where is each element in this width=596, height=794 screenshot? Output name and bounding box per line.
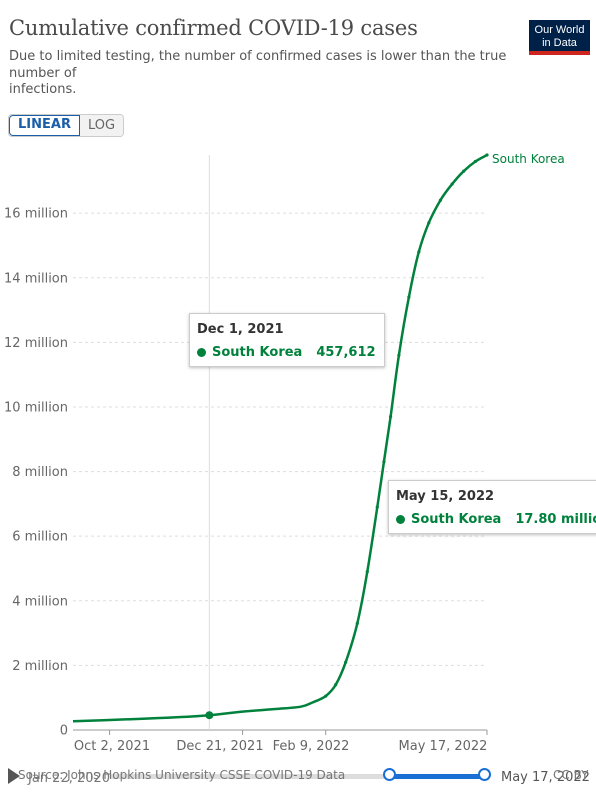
hover-point (205, 711, 214, 720)
data-point (382, 460, 386, 464)
data-point (473, 159, 477, 164)
data-point (344, 660, 348, 664)
tooltip-value: 17.80 million (515, 512, 596, 527)
series-dot-icon (197, 348, 206, 357)
y-tick-label: 6 million (12, 530, 68, 545)
timeline-track[interactable] (110, 774, 486, 779)
series-end-label: South Korea (492, 152, 565, 166)
source-note[interactable]: Source: Johns Hopkins University CSSE CO… (18, 768, 346, 782)
scale-toggle: LINEAR LOG (8, 114, 125, 137)
data-point (427, 221, 431, 225)
logo-line-2: in Data (542, 37, 577, 49)
y-tick-label: 2 million (12, 659, 68, 674)
line-chart[interactable]: 0 2 million 4 million 6 million 8 million 10 … (0, 140, 596, 760)
timeline-end-handle[interactable] (478, 768, 491, 781)
chart-subtitle: Due to limited testing, the number of co… (9, 49, 507, 97)
y-tick-label: 12 million (4, 336, 68, 351)
timeline-start-date: Jan 22, 2020 (28, 771, 111, 786)
license-link[interactable]: CC BY (553, 768, 589, 782)
data-point (365, 570, 369, 574)
series-dot-icon (396, 515, 405, 524)
x-tick-label: May 17, 2022 (399, 739, 488, 754)
timeline-start-handle[interactable] (383, 768, 396, 781)
data-point (417, 250, 421, 254)
data-point (355, 621, 359, 625)
tooltip-value: 457,612 (316, 345, 376, 360)
data-point (324, 694, 328, 698)
data-point (407, 295, 411, 299)
x-tick-label: Feb 9, 2022 (273, 739, 350, 754)
linear-scale-button[interactable]: LINEAR (9, 115, 80, 136)
data-point (462, 169, 466, 173)
log-scale-button[interactable]: LOG (79, 115, 124, 136)
data-point (375, 505, 379, 509)
end-value-tooltip: May 15, 2022 South Korea 17.80 million (388, 480, 596, 534)
y-tick-label: 0 (60, 724, 68, 739)
x-tick-label: Oct 2, 2021 (74, 739, 150, 754)
timeline-selected-range (389, 774, 485, 779)
data-point (485, 153, 489, 157)
owid-logo[interactable]: Our World in Data (529, 20, 590, 55)
y-tick-label: 10 million (4, 400, 68, 415)
data-point (397, 353, 401, 357)
y-tick-label: 14 million (4, 271, 68, 286)
hover-tooltip: Dec 1, 2021 South Korea 457,612 (189, 313, 385, 367)
timeline-end-date: May 17, 2022 (501, 770, 590, 785)
data-point (388, 415, 393, 419)
tooltip-series-name: South Korea (212, 345, 303, 360)
tooltip-series-name: South Korea (411, 512, 502, 527)
logo-line-1: Our World (534, 24, 585, 36)
y-tick-label: 4 million (12, 594, 68, 609)
series-line-south-korea (72, 153, 488, 723)
chart-title: Cumulative confirmed COVID-19 cases (9, 16, 418, 40)
data-point (334, 683, 338, 687)
play-icon[interactable] (8, 768, 20, 784)
data-point (438, 198, 443, 202)
y-tick-label: 16 million (4, 207, 68, 222)
data-point (450, 182, 454, 186)
y-tick-label: 8 million (12, 465, 68, 480)
x-tick-label: Dec 21, 2021 (176, 739, 263, 754)
tooltip-date: May 15, 2022 (396, 489, 495, 504)
tooltip-date: Dec 1, 2021 (197, 322, 284, 337)
